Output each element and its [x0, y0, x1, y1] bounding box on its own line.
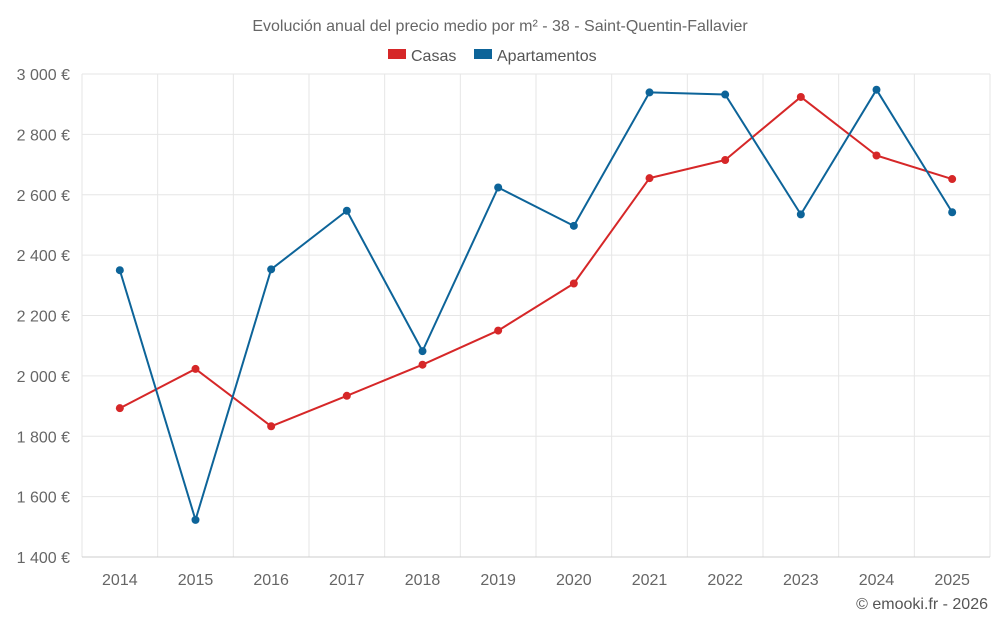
data-point-casas[interactable]: Casas 2020: 2306 [569, 279, 578, 288]
data-point-casas[interactable]: Casas 2025: 2652 [948, 175, 957, 184]
data-point-casas[interactable]: Casas 2015: 2023 [191, 364, 200, 373]
data-point-apartamentos[interactable]: Apartamentos 2020: 2497 [569, 221, 578, 230]
x-tick-label: 2019 [480, 572, 516, 589]
series-line-casas [119, 95, 953, 428]
data-point-apartamentos[interactable]: Apartamentos 2016: 2353 [267, 265, 276, 274]
data-point-casas[interactable]: Casas 2017: 1934 [342, 391, 351, 400]
legend-label-apartamentos: Apartamentos [497, 48, 597, 65]
legend-item-apartamentos[interactable]: Apartamentos [474, 48, 597, 65]
data-point-casas[interactable]: Casas 2018: 2037 [418, 360, 427, 369]
chart-title: Evolución anual del precio medio por m² … [252, 18, 748, 35]
x-tick-label: 2023 [783, 572, 819, 589]
x-tick-label: 2018 [405, 572, 441, 589]
legend-swatch-apartamentos [474, 49, 492, 59]
x-tick-label: 2015 [178, 572, 214, 589]
y-tick-label: 2 800 € [17, 127, 70, 144]
y-tick-label: 1 800 € [17, 429, 70, 446]
data-point-apartamentos[interactable]: Apartamentos 2014: 2350 [115, 266, 124, 275]
x-gridlines [81, 74, 991, 557]
x-tick-label: 2014 [102, 572, 138, 589]
data-point-casas[interactable]: Casas 2023: 2924 [796, 92, 805, 101]
y-tick-label: 2 200 € [17, 309, 70, 326]
y-tick-label: 2 000 € [17, 369, 70, 386]
data-point-apartamentos[interactable]: Apartamentos 2022: 2932 [721, 90, 730, 99]
series-layer: Casas 2014: 1893 Casas 2015: 2023 Casas 20… [115, 85, 957, 524]
x-tick-label: 2024 [859, 572, 895, 589]
data-point-apartamentos[interactable]: Apartamentos 2024: 2948 [872, 85, 881, 94]
legend: Casas Apartamentos [388, 48, 597, 65]
x-axis-tick-labels: 2014 2015 2016 2017 2018 2019 2020 2021 2022 2023… [102, 572, 970, 589]
credit-text: © emooki.fr - 2026 [856, 596, 988, 613]
data-point-casas[interactable]: Casas 2021: 2655 [645, 174, 654, 183]
y-tick-label: 1 600 € [17, 490, 70, 507]
data-point-casas[interactable]: Casas 2014: 1893 [115, 404, 124, 413]
data-point-casas[interactable]: Casas 2019: 2150 [494, 326, 503, 335]
series-line-apartamentos [118, 88, 954, 521]
data-point-apartamentos[interactable]: Apartamentos 2025: 2542 [948, 208, 957, 217]
x-tick-label: 2016 [253, 572, 289, 589]
x-tick-label: 2020 [556, 572, 592, 589]
data-point-casas[interactable]: Casas 2016: 1833 [267, 422, 276, 431]
data-point-apartamentos[interactable]: Apartamentos 2021: 2939 [645, 88, 654, 97]
data-point-casas[interactable]: Casas 2024: 2730 [872, 151, 881, 160]
data-point-apartamentos[interactable]: Apartamentos 2015: 1523 [191, 515, 200, 524]
data-point-casas[interactable]: Casas 2022: 2715 [721, 156, 730, 165]
y-tick-label: 3 000 € [17, 67, 70, 84]
x-tick-label: 2021 [632, 572, 668, 589]
y-tick-label: 2 400 € [17, 248, 70, 265]
series-casas: Casas 2014: 1893 Casas 2015: 2023 Casas 20… [115, 92, 957, 431]
y-axis-tick-labels: 1 400 € 1 600 € 1 800 € 2 000 € 2 200 € 2 400… [17, 67, 70, 567]
legend-item-casas[interactable]: Casas [388, 48, 456, 65]
x-tick-label: 2025 [934, 572, 970, 589]
x-tick-label: 2017 [329, 572, 365, 589]
data-point-apartamentos[interactable]: Apartamentos 2019: 2624 [494, 183, 503, 192]
data-point-apartamentos[interactable]: Apartamentos 2023: 2535 [796, 210, 805, 219]
y-tick-label: 1 400 € [17, 550, 70, 567]
y-tick-label: 2 600 € [17, 188, 70, 205]
data-point-apartamentos[interactable]: Apartamentos 2018: 2082 [418, 347, 427, 356]
legend-label-casas: Casas [411, 48, 456, 65]
series-apartamentos: Apartamentos 2014: 2350 Apartamentos 2015… [115, 85, 957, 524]
x-tick-label: 2022 [707, 572, 743, 589]
legend-swatch-casas [388, 49, 406, 59]
data-point-apartamentos[interactable]: Apartamentos 2017: 2547 [342, 206, 351, 215]
